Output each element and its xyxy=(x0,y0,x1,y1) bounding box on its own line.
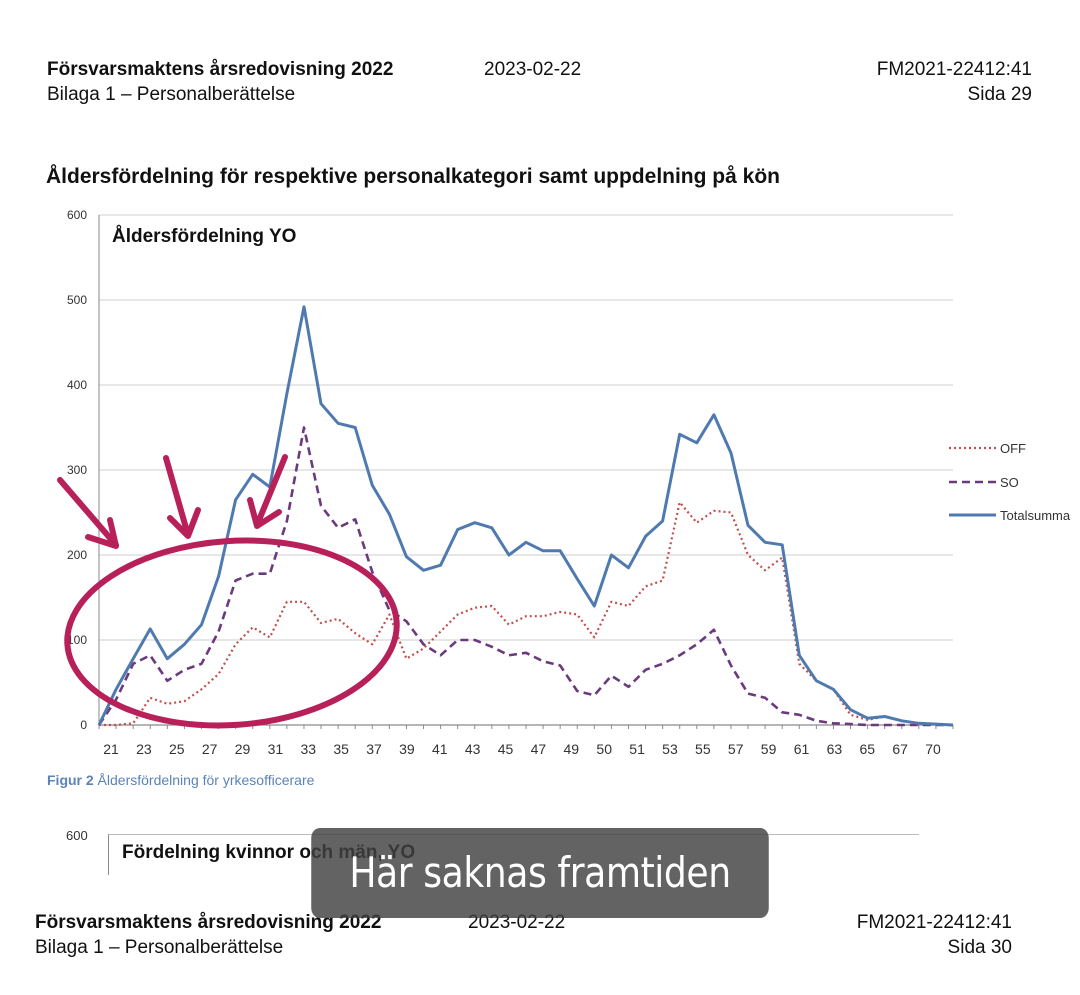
y-tick-label-300: 300 xyxy=(67,463,87,477)
x-tick-label-21: 21 xyxy=(103,741,119,757)
x-tick-label-27: 27 xyxy=(202,741,218,757)
x-tick-label-45: 45 xyxy=(498,741,514,757)
x-tick-label-35: 35 xyxy=(333,741,349,757)
page1-ref: FM2021-22412:41 xyxy=(876,59,1032,80)
legend-label-off: OFF xyxy=(1000,441,1026,456)
figure-caption-text: Åldersfördelning för yrkesofficerare xyxy=(93,772,315,788)
page2-header-left: Försvarsmaktens årsredovisning 2022 2023… xyxy=(35,910,565,960)
annotation-arrow-1 xyxy=(57,477,119,548)
y-tick-label-200: 200 xyxy=(67,548,87,562)
page2-ref: FM2021-22412:41 xyxy=(856,912,1012,933)
section-title: Åldersfördelning för respektive personal… xyxy=(46,165,780,188)
annotation-arrow-3 xyxy=(254,454,288,528)
page2-appendix: Bilaga 1 – Personalberättelse xyxy=(35,937,284,958)
x-tick-label-37: 37 xyxy=(366,741,382,757)
x-tick-label-23: 23 xyxy=(136,741,152,757)
figure3-y-tick: 600 xyxy=(66,828,88,843)
series-line-off xyxy=(99,501,954,727)
x-tick-label-55: 55 xyxy=(695,741,711,757)
x-tick-label-43: 43 xyxy=(465,741,481,757)
page1-doc-title: Försvarsmaktens årsredovisning 2022 xyxy=(47,59,394,80)
page1-header-left: Försvarsmaktens årsredovisning 2022 2023… xyxy=(47,57,581,107)
y-tick-label-500: 500 xyxy=(67,293,87,307)
page2-page-number: Sida 30 xyxy=(947,937,1012,958)
x-tick-label-50: 50 xyxy=(596,741,612,757)
chart-title: Åldersfördelning YO xyxy=(112,226,296,247)
x-tick-label-25: 25 xyxy=(169,741,185,757)
age-distribution-chart: 0 100 200 300 400 500 600 21 23 25 27 29 31 33 35 37 39 4… xyxy=(57,208,1071,757)
x-tick-label-59: 59 xyxy=(761,741,777,757)
x-tick-label-39: 39 xyxy=(399,741,415,757)
page1-appendix: Bilaga 1 – Personalberättelse xyxy=(47,84,296,105)
annotation-arrow-2 xyxy=(163,455,191,538)
video-subtitle: Här saknas framtiden xyxy=(311,828,769,918)
x-tick-label-51: 51 xyxy=(629,741,645,757)
series-line-totalsumma xyxy=(97,305,954,727)
y-tick-label-0: 0 xyxy=(80,718,87,732)
page1-page-number: Sida 29 xyxy=(967,84,1032,105)
x-tick-label-47: 47 xyxy=(531,741,547,757)
x-tick-label-49: 49 xyxy=(564,741,580,757)
page1-header-right: FM2021-22412:41 Sida 29 xyxy=(877,57,1032,107)
annotation-circle xyxy=(64,537,400,729)
x-tick-label-29: 29 xyxy=(235,741,251,757)
legend-label-so: SO xyxy=(1000,475,1019,490)
page1-date: 2023-02-22 xyxy=(484,59,582,80)
x-tick-label-63: 63 xyxy=(827,741,843,757)
x-tick-label-61: 61 xyxy=(794,741,810,757)
series-line-so xyxy=(97,426,953,727)
y-tick-label-600: 600 xyxy=(67,208,87,222)
figure-caption: Figur 2 Åldersfördelning för yrkesoffice… xyxy=(47,772,314,788)
annotation-arrowhead-3 xyxy=(247,497,282,529)
annotation-arrowhead-2 xyxy=(167,507,201,539)
x-tick-label-57: 57 xyxy=(728,741,744,757)
annotation-arrowhead-1 xyxy=(85,517,119,549)
x-tick-label-41: 41 xyxy=(432,741,448,757)
x-tick-label-33: 33 xyxy=(300,741,316,757)
page2-doc-title: Försvarsmaktens årsredovisning 2022 xyxy=(35,912,382,933)
x-tick-label-67: 67 xyxy=(892,741,908,757)
page2-header-right: FM2021-22412:41 Sida 30 xyxy=(857,910,1012,960)
figure-caption-label: Figur 2 xyxy=(47,772,94,788)
x-tick-label-65: 65 xyxy=(859,741,875,757)
x-tick-label-53: 53 xyxy=(662,741,678,757)
y-tick-label-100: 100 xyxy=(67,633,87,647)
x-tick-label-31: 31 xyxy=(268,741,284,757)
legend-label-totalsumma: Totalsumma xyxy=(1000,508,1071,523)
x-tick-label-70: 70 xyxy=(925,741,941,757)
y-tick-label-400: 400 xyxy=(67,378,87,392)
